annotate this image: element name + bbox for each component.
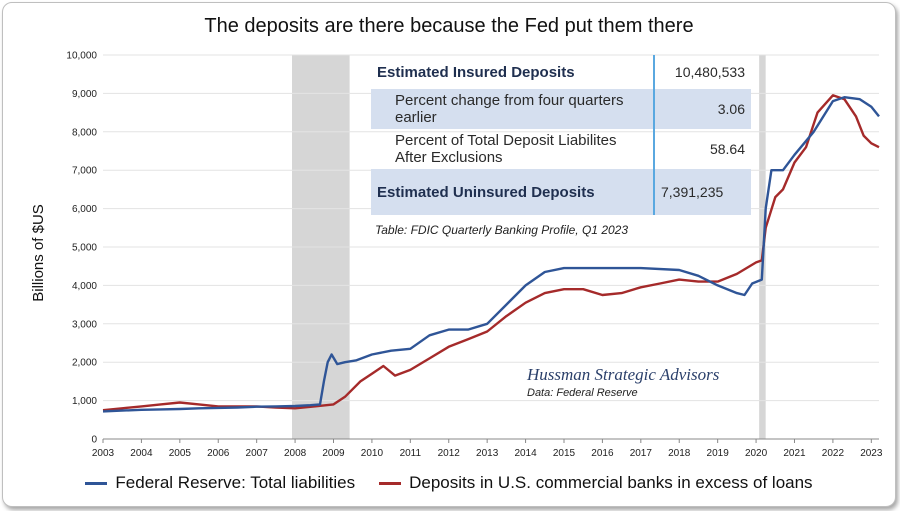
brand-annotation: Hussman Strategic Advisors — [527, 365, 720, 384]
legend-item-fed-liabilities: Federal Reserve: Total liabilities — [85, 473, 355, 493]
x-tick-label: 2010 — [361, 448, 384, 459]
x-tick-label: 2022 — [822, 448, 845, 459]
y-tick-label: 9,000 — [72, 89, 97, 100]
legend-swatch — [85, 481, 108, 485]
legend-swatch — [379, 481, 402, 485]
y-tick-label: 0 — [91, 435, 97, 446]
table-row-value: 58.64 — [653, 129, 751, 169]
table-row-label: Estimated Uninsured Deposits — [371, 169, 654, 215]
y-tick-label: 7,000 — [72, 166, 97, 177]
x-tick-label: 2018 — [668, 448, 691, 459]
y-tick-label: 2,000 — [72, 358, 97, 369]
axes: 0 1,000 2,000 3,000 4,000 5,000 6,000 7,000 8,00… — [66, 51, 882, 460]
table-row-value: 10,480,533 — [653, 55, 751, 89]
y-tick-label: 8,000 — [72, 127, 97, 138]
table-row-value: 7,391,235 — [653, 169, 751, 215]
source-annotation: Data: Federal Reserve — [527, 387, 638, 399]
table-row-label: Percent change from four quarters earlie… — [371, 89, 654, 129]
x-tick-label: 2006 — [207, 448, 230, 459]
y-tick-label: 10,000 — [66, 51, 97, 62]
x-tick-label: 2005 — [169, 448, 192, 459]
x-tick-label: 2011 — [400, 448, 422, 459]
y-tick-label: 4,000 — [72, 281, 97, 292]
x-tick-label: 2012 — [438, 448, 461, 459]
fdic-table: Estimated Insured Deposits 10,480,533 Pe… — [371, 55, 751, 215]
series-line-fed-liabilities — [102, 96, 880, 413]
x-tick-label: 2007 — [246, 448, 269, 459]
y-tick-label: 6,000 — [72, 204, 97, 215]
table-row-label: Estimated Insured Deposits — [377, 63, 575, 81]
y-axis-label: Billions of $US — [30, 204, 47, 302]
x-tick-label: 2008 — [284, 448, 307, 459]
x-tick-label: 2014 — [514, 448, 537, 459]
x-tick-label: 2016 — [591, 448, 614, 459]
legend-item-excess-deposits: Deposits in U.S. commercial banks in exc… — [379, 473, 813, 493]
x-tick-label: 2017 — [630, 448, 653, 459]
series-lines — [102, 94, 880, 413]
y-tick-label: 3,000 — [72, 319, 97, 330]
x-tick-label: 2015 — [553, 448, 576, 459]
table-row-value: 3.06 — [653, 89, 751, 129]
x-tick-label: 2003 — [92, 448, 115, 459]
table-caption: Table: FDIC Quarterly Banking Profile, Q… — [375, 223, 629, 237]
table-row-label: Percent of Total Deposit Liabilites Afte… — [395, 132, 617, 166]
x-tick-label: 2004 — [130, 448, 153, 459]
legend-label: Deposits in U.S. commercial banks in exc… — [409, 473, 813, 492]
y-tick-label: 5,000 — [72, 243, 97, 254]
legend: Federal Reserve: Total liabilities Depos… — [3, 473, 895, 493]
x-tick-label: 2021 — [783, 448, 806, 459]
x-tick-label: 2013 — [476, 448, 499, 459]
chart-title: The deposits are there because the Fed p… — [204, 15, 694, 37]
x-tick-label: 2019 — [707, 448, 730, 459]
x-tick-label: 2023 — [860, 448, 883, 459]
x-tick-label: 2009 — [322, 448, 345, 459]
legend-label: Federal Reserve: Total liabilities — [115, 473, 356, 492]
x-tick-label: 2020 — [745, 448, 768, 459]
y-tick-label: 1,000 — [72, 396, 97, 407]
